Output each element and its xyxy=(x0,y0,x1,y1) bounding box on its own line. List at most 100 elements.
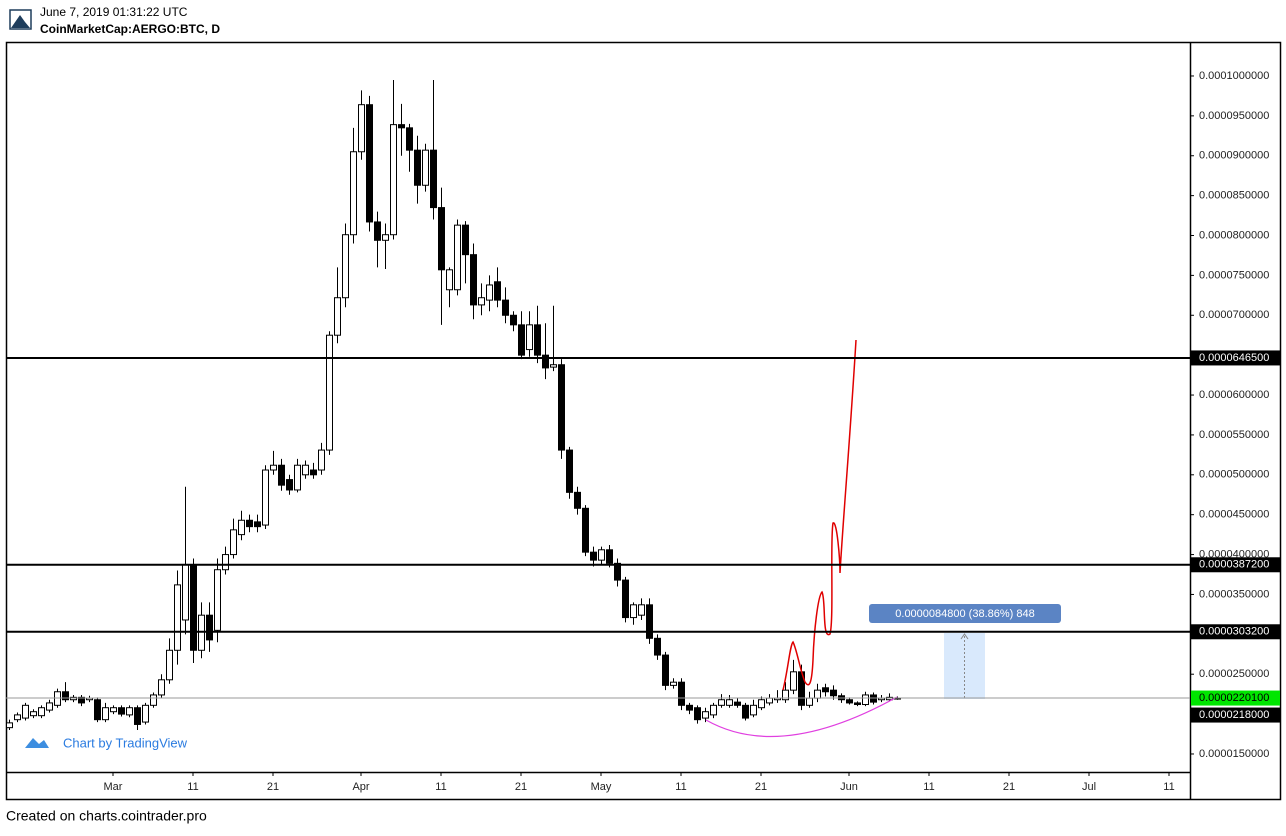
candle-body xyxy=(582,507,589,553)
candle-body xyxy=(534,324,541,356)
candle-body xyxy=(94,699,101,721)
candle-body xyxy=(846,699,853,704)
candle-body xyxy=(14,714,21,721)
measure-label: 0.0000084800 (38.86%) 848 xyxy=(895,608,1034,620)
candle-body xyxy=(750,704,757,716)
y-tick-label: 0.0000700000 xyxy=(1199,309,1269,321)
candle-body xyxy=(598,549,605,561)
level-label: 0.0000646500 xyxy=(1199,352,1269,364)
candle-body xyxy=(62,691,69,701)
candle-body xyxy=(318,449,325,471)
candle-body xyxy=(150,694,157,706)
candle-body xyxy=(590,551,597,561)
candle-body xyxy=(46,702,53,711)
candle-body xyxy=(142,704,149,723)
x-tick-label: 21 xyxy=(755,781,767,793)
x-tick-label: Jun xyxy=(840,781,858,793)
level-box xyxy=(1191,557,1280,573)
candle-body xyxy=(22,704,29,719)
candle-body xyxy=(430,149,437,209)
y-tick-label: 0.0000750000 xyxy=(1199,269,1269,281)
candle-body xyxy=(638,604,645,616)
x-tick-label: 11 xyxy=(1163,781,1174,793)
candle-body xyxy=(262,469,269,526)
plot-area xyxy=(6,79,901,731)
candle-body xyxy=(438,207,445,271)
footer: Created on charts.cointrader.pro xyxy=(6,808,207,824)
candle-body xyxy=(782,689,789,701)
candle-body xyxy=(694,707,701,721)
candle-body xyxy=(334,297,341,336)
candle-body xyxy=(382,234,389,241)
candle-body xyxy=(326,334,333,451)
header-datetime: June 7, 2019 01:31:22 UTC xyxy=(40,5,188,19)
y-tick-label: 0.0000550000 xyxy=(1199,429,1269,441)
y-tick-label: 0.0000250000 xyxy=(1199,668,1269,680)
candle-body xyxy=(718,699,725,706)
candle-body xyxy=(414,149,421,186)
y-tick-label: 0.0000900000 xyxy=(1199,150,1269,162)
candle-body xyxy=(286,479,293,491)
candle-body xyxy=(118,707,125,715)
candle-body xyxy=(310,469,317,476)
x-tick-label: Mar xyxy=(104,781,123,793)
candle-body xyxy=(102,707,109,721)
candle-body xyxy=(486,284,493,301)
candle-body xyxy=(358,104,365,153)
candle-body xyxy=(526,324,533,351)
candle-body xyxy=(398,124,405,129)
x-tick-label: 11 xyxy=(435,781,446,793)
prev-price-label: 0.0000218000 xyxy=(1199,709,1269,721)
candle-body xyxy=(678,681,685,706)
candle-body xyxy=(734,701,741,706)
x-tick-label: 21 xyxy=(515,781,527,793)
candle-body xyxy=(470,254,477,306)
candle-body xyxy=(230,529,237,556)
attribution[interactable]: Chart by TradingView xyxy=(63,735,188,750)
y-tick-label: 0.0000150000 xyxy=(1199,748,1269,760)
y-tick-label: 0.0000800000 xyxy=(1199,229,1269,241)
candle-body xyxy=(366,104,373,223)
candle-body xyxy=(574,491,581,509)
candle-body xyxy=(614,562,621,581)
last-price-box xyxy=(1191,690,1280,706)
candle-body xyxy=(246,519,253,528)
y-tick-label: 0.0000850000 xyxy=(1199,190,1269,202)
y-tick-label: 0.0000350000 xyxy=(1199,588,1269,600)
candle-body xyxy=(406,127,413,151)
candle-body xyxy=(166,649,173,681)
candle-body xyxy=(814,689,821,699)
candle-body xyxy=(726,699,733,706)
candle-body xyxy=(862,694,869,706)
candle-body xyxy=(710,704,717,716)
level-box xyxy=(1191,350,1280,366)
candle-body xyxy=(174,584,181,651)
candle-body xyxy=(238,519,245,536)
candle-body xyxy=(134,707,141,725)
chart-frame xyxy=(5,41,1282,801)
level-label: 0.0000303200 xyxy=(1199,626,1269,638)
candle-body xyxy=(790,671,797,691)
candle-body xyxy=(6,722,13,729)
last-price-label: 0.0000220100 xyxy=(1199,692,1269,704)
candle-body xyxy=(622,579,629,619)
candle-body xyxy=(766,697,773,704)
candle-body xyxy=(806,697,813,706)
logo xyxy=(9,9,32,30)
x-tick-label: Jul xyxy=(1082,781,1096,793)
y-tick-label: 0.0000450000 xyxy=(1199,509,1269,521)
candle-body xyxy=(654,637,661,656)
candle-body xyxy=(662,654,669,686)
candle-body xyxy=(630,604,637,619)
candle-body xyxy=(550,364,557,368)
forecast-drawing xyxy=(782,339,857,691)
candle-body xyxy=(822,687,829,693)
candle-body xyxy=(758,699,765,709)
candle-body xyxy=(742,704,749,719)
candle-body xyxy=(566,449,573,493)
candle-body xyxy=(206,614,213,641)
candle-body xyxy=(254,521,261,528)
